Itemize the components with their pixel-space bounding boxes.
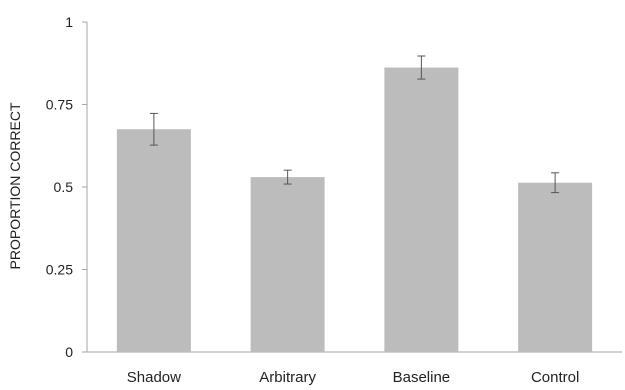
y-tick-label: 0.5 bbox=[54, 179, 74, 195]
error-bars-layer bbox=[149, 55, 560, 194]
bar-control bbox=[518, 182, 593, 352]
x-tick-label: Baseline bbox=[393, 369, 451, 385]
y-tick-label: 0 bbox=[65, 344, 73, 360]
x-tick-label: Arbitrary bbox=[259, 369, 316, 385]
bar-baseline bbox=[384, 67, 459, 352]
y-tick-label: 0.75 bbox=[46, 97, 73, 113]
labels-layer: 0 0.25 0.5 0.75 1 Shadow Arbitrary Baseline Cont… bbox=[46, 14, 580, 386]
y-tick-label: 0.25 bbox=[46, 262, 73, 278]
x-tick-label: Shadow bbox=[127, 369, 181, 385]
y-axis-title: PROPORTION CORRECT bbox=[7, 102, 23, 269]
bar-shadow bbox=[116, 129, 191, 352]
bar-arbitrary bbox=[250, 177, 325, 352]
x-tick-label: Control bbox=[531, 369, 579, 385]
y-tick-label: 1 bbox=[65, 14, 73, 30]
bars-layer bbox=[116, 67, 593, 352]
